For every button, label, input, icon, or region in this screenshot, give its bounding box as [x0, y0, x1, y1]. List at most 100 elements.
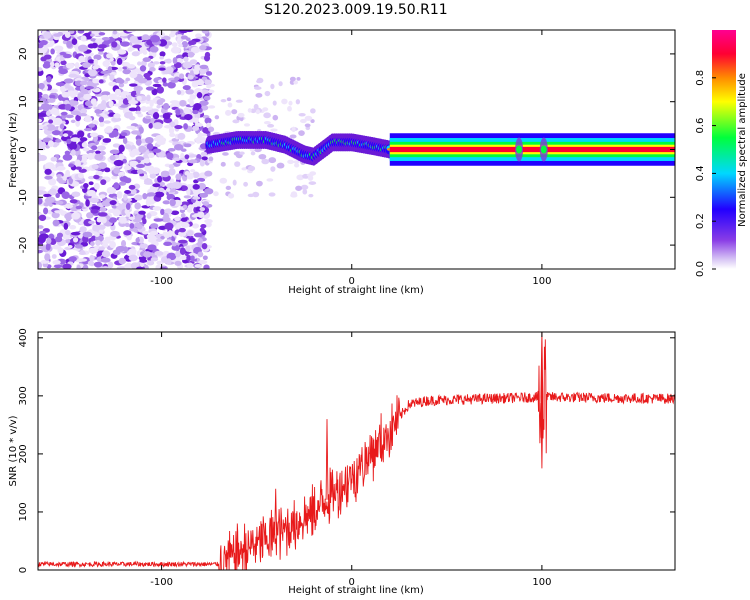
noise-cell: [99, 122, 105, 127]
noise-cell: [146, 94, 151, 102]
noise-cell: [175, 250, 182, 258]
noise-cell: [193, 232, 204, 238]
noise-cell: [111, 41, 118, 48]
noise-cell: [116, 57, 123, 66]
noise-cell: [74, 62, 80, 70]
noise-cell: [111, 116, 122, 122]
noise-cell: [143, 158, 151, 164]
noise-cell: [152, 122, 163, 130]
noise-cell: [207, 89, 215, 94]
noise-cell: [170, 210, 180, 216]
noise-cell: [44, 168, 52, 175]
noise-cell: [160, 35, 171, 41]
noise-cell: [199, 227, 205, 232]
noise-cell: [45, 110, 51, 116]
noise-cell: [152, 112, 160, 120]
noise-cell: [196, 92, 203, 99]
noise-cell: [123, 193, 128, 201]
noise-cell: [104, 168, 111, 173]
noise-cell: [105, 198, 111, 202]
noise-cell: [247, 165, 256, 171]
noise-cell: [289, 134, 297, 139]
noise-cell: [80, 108, 88, 114]
noise-cell: [203, 95, 211, 101]
noise-cell: [187, 51, 195, 58]
noise-cell: [88, 69, 98, 77]
noise-cell: [101, 250, 111, 258]
noise-cell: [225, 185, 232, 190]
noise-cell: [100, 257, 111, 263]
noise-cell: [159, 56, 164, 60]
noise-cell: [177, 239, 188, 244]
noise-cell: [98, 224, 106, 230]
noise-cell: [296, 174, 305, 181]
noise-cell: [66, 138, 72, 145]
noise-cell: [147, 62, 155, 69]
noise-cell: [298, 130, 305, 136]
noise-cell: [68, 142, 78, 151]
noise-cell: [243, 181, 249, 187]
noise-cell: [93, 261, 103, 268]
noise-cell: [48, 104, 53, 110]
noise-cell: [64, 213, 74, 220]
noise-cell: [268, 192, 276, 197]
noise-cell: [171, 242, 177, 247]
noise-cell: [38, 140, 44, 148]
noise-cell: [91, 42, 98, 49]
noise-cell: [83, 218, 93, 227]
noise-cell: [51, 254, 57, 259]
noise-cell: [169, 100, 180, 104]
noise-cell: [91, 145, 98, 151]
noise-cell: [198, 260, 208, 265]
noise-cell: [197, 182, 206, 190]
noise-cell: [287, 105, 292, 112]
noise-cell: [146, 212, 152, 219]
noise-cell: [270, 128, 278, 132]
noise-cell: [128, 100, 138, 105]
noise-cell: [204, 54, 211, 62]
noise-cell: [88, 247, 99, 254]
noise-cell: [270, 166, 276, 172]
noise-cell: [65, 169, 70, 176]
noise-cell: [45, 243, 51, 251]
noise-cell: [62, 263, 72, 269]
noise-cell: [163, 241, 173, 247]
noise-cell: [106, 186, 117, 195]
noise-cell: [272, 100, 277, 106]
colorbar-ticks: 0.0 0.2 0.4 0.6 0.8: [695, 70, 716, 277]
noise-cell: [80, 80, 88, 86]
noise-cell: [104, 111, 110, 115]
noise-cell: [188, 40, 197, 46]
noise-cell: [99, 194, 106, 199]
noise-cell: [64, 31, 71, 38]
noise-cell: [69, 199, 78, 204]
noise-cell: [79, 137, 88, 142]
noise-cell: [43, 193, 52, 198]
noise-cell: [237, 112, 245, 118]
spectrogram-cells: [38, 30, 675, 269]
noise-cell: [175, 173, 182, 180]
noise-cell: [199, 192, 209, 198]
noise-cell: [179, 247, 186, 255]
noise-cell: [87, 59, 95, 64]
noise-cell: [243, 123, 251, 127]
noise-cell: [295, 99, 301, 105]
noise-cell: [181, 40, 188, 48]
noise-cell: [302, 189, 308, 195]
noise-cell: [113, 113, 121, 119]
noise-cell: [172, 57, 178, 64]
noise-cell: [107, 66, 113, 74]
noise-cell: [128, 184, 136, 190]
noise-cell: [204, 188, 214, 195]
noise-cell: [149, 230, 159, 236]
noise-cell: [208, 156, 214, 162]
noise-cell: [98, 162, 107, 169]
noise-cell: [127, 47, 133, 52]
noise-cell: [253, 103, 259, 110]
noise-cell: [192, 171, 200, 179]
noise-cell: [62, 53, 72, 59]
spectrogram-y-tick-label: 0: [18, 146, 29, 152]
noise-cell: [131, 130, 140, 135]
noise-cell: [86, 80, 94, 87]
